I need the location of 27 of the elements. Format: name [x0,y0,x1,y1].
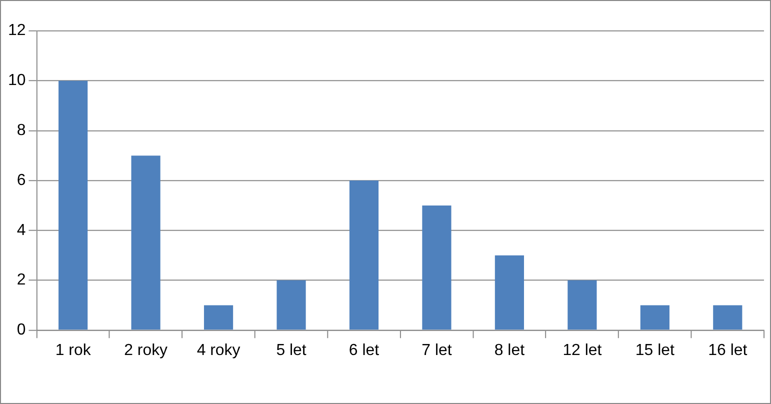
y-tick-label: 2 [16,272,26,289]
y-tick-label: 0 [16,322,26,339]
x-tick-label: 15 let [635,342,675,360]
x-tick-label: 5 let [276,342,307,360]
x-tick-label: 6 let [348,342,380,360]
bar [494,255,524,330]
x-tick-label: 1 rok [55,342,91,360]
x-tick-label: 7 let [422,342,452,360]
x-tick-label: 4 roky [196,342,240,360]
y-tick-label: 12 [8,22,26,40]
y-tick-label: 10 [8,72,26,90]
bar [204,305,234,330]
x-tick-label: 16 let [708,342,748,360]
bar [568,280,597,330]
bar [131,156,160,330]
bar [640,305,670,330]
bar [349,180,379,330]
x-tick-label: 8 let [494,342,526,360]
x-tick-label: 12 let [562,342,602,360]
y-tick-label: 4 [16,222,26,239]
x-tick-label: 2 roky [124,342,168,360]
bar [58,80,88,330]
bar [713,305,742,330]
bar [276,280,306,330]
y-tick-label: 8 [16,122,26,139]
y-tick-label: 6 [16,172,26,189]
bar [422,205,452,330]
